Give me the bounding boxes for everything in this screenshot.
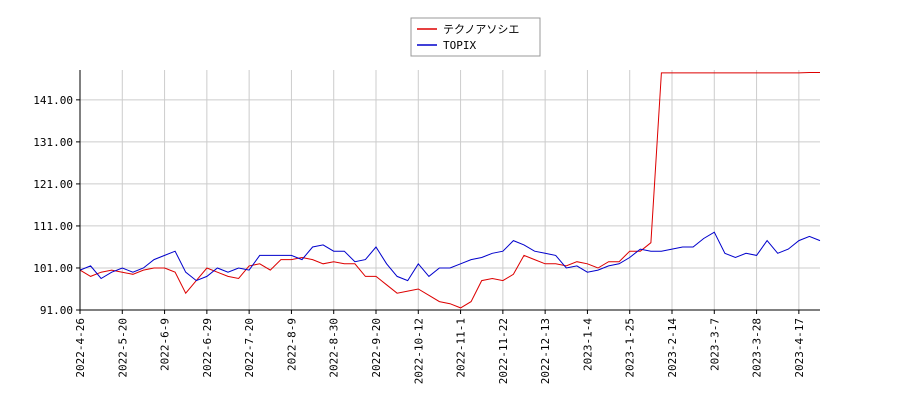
legend-label: TOPIX (443, 39, 476, 52)
x-tick-label: 2022-11-22 (497, 318, 510, 384)
legend-box (410, 17, 541, 57)
x-tick-label: 2022-8-30 (328, 318, 341, 378)
axes: 91.00 101.00 111.00 121.00 131.00 141.00 2022-… (33, 70, 820, 384)
x-tick-label: 2022-5-20 (116, 318, 129, 378)
y-tick-label: 141.00 (33, 94, 73, 107)
x-tick-label: 2022-6-29 (201, 318, 214, 378)
y-tick-label: 131.00 (33, 136, 73, 149)
y-tick-label: 101.00 (33, 262, 73, 275)
legend: テクノアソシエ TOPIX (410, 17, 541, 57)
x-tick-label: 2022-12-13 (539, 318, 552, 384)
x-tick-label: 2022-9-20 (370, 318, 383, 378)
x-tick-label: 2023-3-7 (708, 318, 721, 371)
x-tick-label: 2022-4-26 (74, 318, 87, 378)
x-tick-label: 2022-10-12 (412, 318, 425, 384)
y-tick-label: 121.00 (33, 178, 73, 191)
x-tick-label: 2022-7-20 (243, 318, 256, 378)
series-line (79, 231, 821, 282)
x-tick-label: 2023-4-17 (793, 318, 806, 378)
x-tick-label: 2023-1-4 (581, 318, 594, 371)
x-tick-label: 2022-11-1 (455, 318, 468, 378)
lines (79, 72, 821, 309)
y-tick-label: 111.00 (33, 220, 73, 233)
y-tick-label: 91.00 (40, 304, 73, 317)
x-tick-label: 2023-2-14 (666, 318, 679, 378)
x-tick-label: 2022-8-9 (285, 318, 298, 371)
x-tick-label: 2023-3-28 (751, 318, 764, 378)
grid (79, 70, 820, 311)
x-tick-label: 2022-6-9 (159, 318, 172, 371)
x-tick-label: 2023-1-25 (624, 318, 637, 378)
series-line (79, 72, 820, 309)
legend-label: テクノアソシエ (443, 23, 519, 36)
